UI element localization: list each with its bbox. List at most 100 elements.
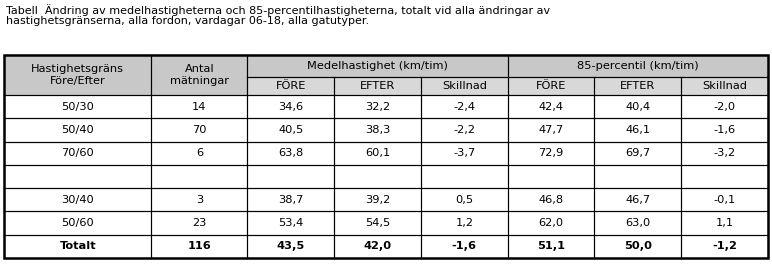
Text: 69,7: 69,7 [625,148,651,158]
Text: 34,6: 34,6 [278,102,303,112]
Bar [334,165,421,188]
Text: -2,2: -2,2 [453,125,476,135]
Bar [151,142,248,165]
Text: FÖRE: FÖRE [276,81,306,91]
Bar [421,95,508,118]
Text: 46,8: 46,8 [539,195,564,205]
Bar [508,118,594,142]
Bar [421,165,508,188]
Text: 39,2: 39,2 [365,195,390,205]
Bar [151,165,248,188]
Bar [151,235,248,258]
Bar [4,55,768,258]
Text: 50,0: 50,0 [624,241,652,251]
Text: 40,5: 40,5 [278,125,303,135]
Bar [594,211,681,235]
Text: 32,2: 32,2 [365,102,390,112]
Bar [421,211,508,235]
Text: 54,5: 54,5 [365,218,390,228]
Bar [508,211,594,235]
Bar [594,188,681,211]
Text: 62,0: 62,0 [539,218,564,228]
Bar [4,142,151,165]
Bar [508,235,594,258]
Text: 70/60: 70/60 [61,148,94,158]
Text: 46,1: 46,1 [625,125,651,135]
Text: 38,3: 38,3 [365,125,391,135]
Bar [334,142,421,165]
Bar [334,118,421,142]
Text: 42,0: 42,0 [364,241,391,251]
Bar [248,95,334,118]
Text: 116: 116 [188,241,212,251]
Text: 0,5: 0,5 [455,195,473,205]
Text: 14: 14 [192,102,207,112]
Text: 30/40: 30/40 [61,195,94,205]
Bar [681,95,768,118]
Text: 50/40: 50/40 [61,125,94,135]
Text: -2,0: -2,0 [713,102,736,112]
Text: Totalt: Totalt [59,241,96,251]
Bar [508,95,594,118]
Text: 63,8: 63,8 [278,148,303,158]
Text: 3: 3 [196,195,203,205]
Bar [508,77,594,95]
Bar [594,165,681,188]
Text: 63,0: 63,0 [625,218,651,228]
Bar [248,235,334,258]
Bar [594,95,681,118]
Bar [4,95,151,118]
Text: 1,2: 1,2 [455,218,473,228]
Bar [594,77,681,95]
Bar [508,55,768,77]
Text: Medelhastighet (km/tim): Medelhastighet (km/tim) [307,61,448,71]
Text: 38,7: 38,7 [278,195,303,205]
Bar [334,235,421,258]
Text: Hastighetsgräns
Före/Efter: Hastighetsgräns Före/Efter [31,64,124,86]
Bar [4,165,151,188]
Text: 50/30: 50/30 [61,102,94,112]
Bar [4,55,151,95]
Bar [248,188,334,211]
Text: 43,5: 43,5 [276,241,305,251]
Bar [334,211,421,235]
Bar [334,188,421,211]
Text: -1,6: -1,6 [452,241,477,251]
Text: -0,1: -0,1 [713,195,736,205]
Bar [151,95,248,118]
Bar [681,142,768,165]
Text: 40,4: 40,4 [625,102,651,112]
Text: 47,7: 47,7 [539,125,564,135]
Text: -1,6: -1,6 [713,125,736,135]
Bar [594,235,681,258]
Bar [151,188,248,211]
Bar [151,118,248,142]
Text: -2,4: -2,4 [453,102,476,112]
Bar [334,77,421,95]
Bar [681,235,768,258]
Text: 42,4: 42,4 [539,102,564,112]
Bar [421,77,508,95]
Bar [681,77,768,95]
Text: Tabell  Ändring av medelhastigheterna och 85-percentilhastigheterna, totalt vid : Tabell Ändring av medelhastigheterna och… [6,4,550,16]
Text: EFTER: EFTER [620,81,655,91]
Bar [151,55,248,95]
Bar [4,235,151,258]
Bar [681,211,768,235]
Bar [248,77,334,95]
Text: 60,1: 60,1 [365,148,390,158]
Bar [334,95,421,118]
Text: 46,7: 46,7 [625,195,651,205]
Bar [681,165,768,188]
Bar [508,188,594,211]
Text: -1,2: -1,2 [713,241,737,251]
Text: Skillnad: Skillnad [702,81,747,91]
Text: -3,7: -3,7 [453,148,476,158]
Bar [594,118,681,142]
Text: 6: 6 [196,148,203,158]
Text: 70: 70 [192,125,207,135]
Text: FÖRE: FÖRE [536,81,567,91]
Text: EFTER: EFTER [360,81,395,91]
Bar [151,211,248,235]
Bar [421,142,508,165]
